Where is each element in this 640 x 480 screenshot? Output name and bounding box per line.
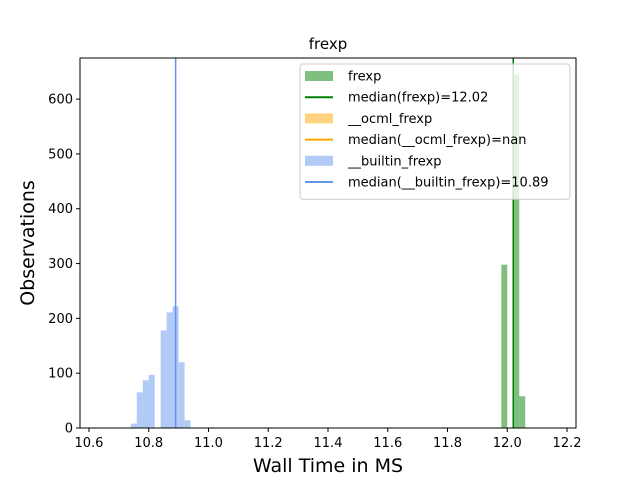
histogram-bar	[160, 330, 167, 428]
x-tick-label: 11.2	[254, 436, 283, 451]
x-tick-label: 10.8	[134, 436, 163, 451]
x-tick-label: 12.2	[553, 436, 582, 451]
histogram-bar	[513, 74, 520, 428]
histogram-bar	[130, 423, 137, 428]
x-tick-label: 10.6	[74, 436, 103, 451]
histogram-bar	[501, 264, 508, 428]
histogram-bar	[178, 362, 185, 428]
y-tick-label: 500	[48, 147, 73, 162]
legend-patch	[305, 155, 333, 166]
legend: frexp median(frexp)=12.02 __ocml_frexpmedi…	[299, 63, 571, 200]
legend-patch	[305, 113, 333, 124]
legend-label: median(frexp)=12.02	[348, 91, 488, 106]
legend-box	[299, 63, 571, 200]
histogram-bar	[184, 420, 191, 428]
y-tick-label: 100	[48, 367, 73, 382]
histogram-bar	[148, 374, 155, 428]
y-axis-ticks: 0 100 200 300 400 500 600	[48, 93, 80, 437]
histogram-bar	[136, 392, 143, 428]
histogram-bar	[166, 312, 173, 428]
y-axis-label: Observations	[17, 180, 39, 306]
histogram-bar	[519, 396, 526, 428]
y-tick-label: 600	[48, 93, 73, 108]
y-tick-label: 200	[48, 312, 73, 327]
x-tick-label: 11.4	[314, 436, 343, 451]
y-tick-label: 0	[65, 422, 73, 437]
legend-patch	[305, 71, 333, 81]
histogram-bar	[142, 380, 149, 428]
x-tick-label: 11.0	[194, 436, 223, 451]
x-axis-ticks: 10.6 10.8 11.0 11.2 11.4 11.6 11.8 12.0 12.2	[74, 428, 582, 451]
legend-label: frexp	[348, 70, 381, 85]
legend-label: median(__builtin_frexp)=10.89	[348, 176, 549, 191]
chart-title: frexp	[309, 35, 347, 53]
legend-label: __ocml_frexp	[347, 112, 432, 127]
x-tick-label: 12.0	[493, 436, 522, 451]
x-axis-label: Wall Time in MS	[253, 455, 403, 477]
y-tick-label: 400	[48, 202, 73, 217]
y-tick-label: 300	[48, 257, 73, 272]
x-tick-label: 11.8	[433, 436, 462, 451]
x-tick-label: 11.6	[373, 436, 402, 451]
legend-label: __builtin_frexp	[347, 154, 442, 169]
legend-label: median(__ocml_frexp)=nan	[348, 133, 526, 148]
